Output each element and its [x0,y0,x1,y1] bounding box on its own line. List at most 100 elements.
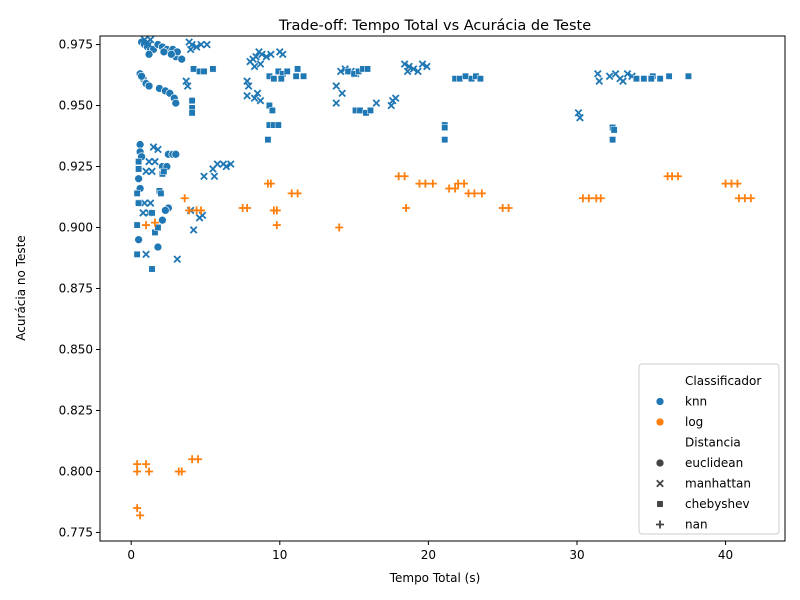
legend-item-euclidean-marker [655,458,665,468]
y-tick-label: 0.850 [59,342,93,356]
x-tick-label: 40 [718,548,733,562]
y-tick-label: 0.875 [59,282,93,296]
data-point-knn-chebyshev [135,199,143,207]
data-point-knn-chebyshev [609,136,617,144]
legend-item-knn-marker [655,397,665,406]
data-point-log-nan [142,460,151,469]
x-tick-label: 30 [569,548,584,562]
data-point-knn-chebyshev [441,124,449,131]
data-point-knn-manhattan [146,199,155,207]
data-point-knn-manhattan [403,67,412,76]
data-point-knn-manhattan [226,160,235,168]
data-point-knn-chebyshev [366,106,374,114]
data-point-knn-euclidean [159,47,169,57]
y-tick-label: 0.900 [59,221,93,235]
data-point-knn-manhattan [200,172,208,181]
legend-item-chebyshev-label: chebyshev [685,497,750,511]
data-point-knn-chebyshev [133,189,141,197]
data-point-log-nan [194,455,203,464]
data-point-knn-manhattan [197,40,205,49]
data-point-log-nan [133,467,142,476]
data-point-knn-euclidean [137,71,146,81]
data-point-knn-chebyshev [148,265,156,273]
data-point-knn-chebyshev [640,75,648,83]
data-point-knn-euclidean [134,235,143,245]
legend-hue-title: Classificador [685,374,761,388]
data-point-log-nan [421,179,430,188]
data-point-knn-manhattan [256,60,265,68]
data-point-knn-manhattan [253,89,262,98]
data-point-log-nan [185,206,194,215]
data-point-knn-chebyshev [647,75,655,83]
data-point-knn-euclidean [177,54,187,64]
legend-item-knn-label: knn [685,395,707,409]
data-point-knn-chebyshev [274,121,282,129]
data-point-knn-manhattan [173,255,182,264]
data-point-knn-chebyshev [135,165,143,173]
data-point-knn-manhattan [595,77,604,85]
data-point-log-nan [402,203,411,212]
data-point-knn-manhattan [418,60,427,68]
data-point-knn-chebyshev [190,65,198,73]
data-point-knn-euclidean [171,98,181,108]
data-point-knn-manhattan [267,50,275,59]
data-point-log-nan [470,189,479,198]
data-point-knn-chebyshev [665,72,673,80]
legend-item-nan-marker [656,520,664,529]
data-point-knn-manhattan [576,113,584,122]
data-point-log-nan [477,189,486,198]
data-point-knn-manhattan [189,226,198,234]
data-point-log-nan [733,179,742,188]
x-tick-label: 20 [421,548,436,562]
data-point-log-nan [180,194,189,203]
data-point-knn-chebyshev [462,72,469,80]
data-point-knn-manhattan [605,72,614,81]
data-point-knn-manhattan [336,67,345,76]
data-point-knn-manhattan [186,45,195,54]
data-point-knn-manhattan [250,62,259,71]
data-point-knn-euclidean [144,81,154,91]
data-point-log-nan [596,194,605,203]
data-point-knn-chebyshev [135,158,143,166]
data-point-knn-chebyshev [356,106,364,114]
data-point-knn-chebyshev [160,167,168,175]
data-point-knn-manhattan [332,82,341,90]
x-axis-label: Tempo Total (s) [389,571,481,585]
data-point-knn-euclidean [153,242,163,252]
data-point-knn-chebyshev [188,109,196,117]
data-point-knn-manhattan [409,65,418,73]
data-point-knn-chebyshev [344,67,352,75]
data-point-knn-chebyshev [209,65,217,73]
data-point-knn-chebyshev [277,75,285,83]
data-point-knn-manhattan [619,77,627,85]
data-point-knn-chebyshev [268,106,276,114]
legend-item-log-marker [655,417,665,427]
data-point-log-nan [293,189,302,198]
legend-item-manhattan-label: manhattan [685,477,751,491]
data-point-knn-manhattan [332,99,341,107]
data-point-knn-manhattan [400,60,409,68]
data-point-knn-manhattan [623,69,632,78]
data-point-knn-manhattan [146,35,155,44]
legend-item-euclidean-label: euclidean [685,456,743,470]
y-tick-label: 0.950 [59,99,93,113]
data-point-knn-chebyshev [364,65,371,73]
data-point-knn-chebyshev [133,221,141,229]
data-point-knn-manhattan [222,162,231,171]
data-point-log-nan [142,221,151,230]
data-point-knn-manhattan [256,96,265,105]
data-point-knn-chebyshev [292,72,300,80]
data-point-knn-manhattan [149,143,158,151]
y-tick-label: 0.800 [59,464,93,478]
y-tick-label: 0.775 [59,525,93,539]
legend-item-chebyshev-marker [656,500,664,508]
legend: Classificador knn log Distancia euclidean man… [638,363,780,535]
data-point-knn-manhattan [142,167,150,176]
data-point-knn-chebyshev [656,75,664,83]
data-point-knn-manhattan [213,160,222,168]
data-point-knn-manhattan [258,50,266,59]
legend-item-log-label: log [685,415,703,429]
data-point-log-nan [504,203,513,212]
x-tick-label: 0 [127,548,135,562]
y-tick-label: 0.825 [59,403,93,417]
